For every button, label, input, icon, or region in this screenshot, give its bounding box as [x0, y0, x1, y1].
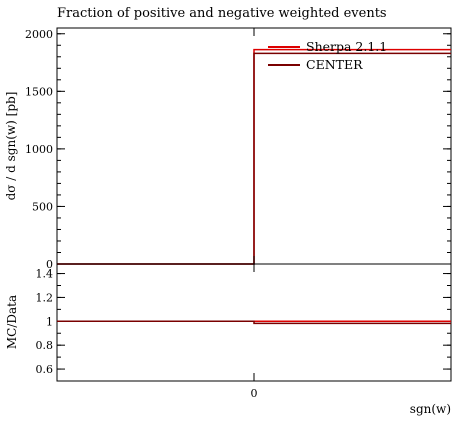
series-line-center [57, 52, 451, 265]
chart-title: Fraction of positive and negative weight… [57, 6, 387, 21]
ratio-y-tick-label: 1.2 [36, 291, 54, 304]
main-y-tick-label: 1500 [25, 85, 53, 98]
x-ticks: 0 [251, 28, 258, 400]
main-y-tick-label: 1000 [25, 143, 53, 156]
ratio-y-ticks: 0.6 0.8 1 1.2 1.4 [36, 268, 451, 382]
main-series [57, 48, 451, 265]
main-panel: 0 500 1000 1500 2000 Sherpa 2.1.1 CENTER [25, 27, 452, 271]
ratio-y-axis-label: MC/Data [5, 295, 19, 349]
main-y-tick-label: 0 [46, 258, 53, 271]
ratio-y-tick-label: 1.4 [36, 268, 54, 281]
main-y-tick-label: 500 [32, 200, 53, 213]
ratio-y-tick-label: 1 [46, 315, 53, 328]
main-y-axis-label: dσ / d sgn(w) [pb] [4, 92, 18, 201]
legend-label-center: CENTER [306, 57, 363, 72]
ratio-y-tick-label: 0.8 [36, 339, 54, 352]
legend: Sherpa 2.1.1 CENTER [268, 39, 387, 72]
ratio-series [57, 320, 451, 325]
ratio-line-center [57, 320, 451, 325]
main-y-tick-label: 2000 [25, 28, 53, 41]
ratio-y-tick-label: 0.6 [36, 363, 54, 376]
ratio-panel: 0.6 0.8 1 1.2 1.4 [36, 263, 452, 382]
main-y-ticks: 0 500 1000 1500 2000 [25, 28, 451, 271]
legend-label-sherpa-2-1-1: Sherpa 2.1.1 [306, 39, 387, 54]
x-axis-label: sgn(w) [410, 402, 451, 416]
x-tick-label: 0 [251, 387, 258, 400]
